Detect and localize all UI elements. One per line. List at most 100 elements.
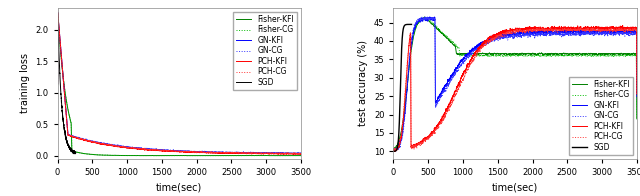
GN-KFI xyxy=(54,82,61,85)
Line: Fisher-CG: Fisher-CG xyxy=(58,16,301,156)
GN-CG xyxy=(218,151,226,153)
Fisher-CG xyxy=(486,54,494,57)
PCH-CG xyxy=(486,40,494,43)
Fisher-KFI xyxy=(172,154,179,157)
Fisher-CG xyxy=(54,15,62,17)
PCH-CG xyxy=(633,94,640,97)
Fisher-KFI xyxy=(481,53,489,55)
Fisher-KFI xyxy=(54,15,62,17)
GN-KFI xyxy=(54,11,61,14)
Fisher-CG xyxy=(150,154,158,157)
Fisher-CG xyxy=(453,46,461,48)
GN-KFI xyxy=(453,67,461,70)
PCH-CG xyxy=(54,11,61,13)
PCH-KFI xyxy=(54,11,61,14)
Fisher-KFI xyxy=(218,154,226,157)
GN-CG xyxy=(54,83,61,85)
PCH-CG xyxy=(146,148,154,151)
Line: SGD: SGD xyxy=(58,9,76,154)
PCH-CG xyxy=(554,28,562,30)
GN-CG xyxy=(486,40,494,42)
Fisher-CG xyxy=(54,83,61,86)
PCH-KFI xyxy=(619,24,627,27)
Line: PCH-CG: PCH-CG xyxy=(58,12,301,155)
Legend: Fisher-KFI, Fisher-CG, GN-KFI, GN-CG, PCH-KFI, PCH-CG, SGD: Fisher-KFI, Fisher-CG, GN-KFI, GN-CG, PC… xyxy=(569,77,633,155)
Fisher-KFI xyxy=(133,154,141,157)
PCH-KFI xyxy=(297,153,305,155)
Fisher-KFI xyxy=(150,154,158,157)
PCH-KFI xyxy=(554,27,562,29)
SGD xyxy=(67,148,74,150)
Fisher-KFI xyxy=(146,154,154,157)
GN-KFI xyxy=(554,31,562,33)
Line: Fisher-KFI: Fisher-KFI xyxy=(394,17,637,151)
PCH-KFI xyxy=(172,150,179,153)
Line: GN-KFI: GN-KFI xyxy=(394,17,637,151)
PCH-KFI xyxy=(54,83,61,85)
Line: PCH-CG: PCH-CG xyxy=(394,27,637,151)
GN-CG xyxy=(54,11,61,14)
Fisher-CG xyxy=(554,55,562,57)
Fisher-CG xyxy=(422,17,430,20)
PCH-CG xyxy=(67,135,74,137)
GN-CG xyxy=(403,98,410,101)
PCH-CG xyxy=(118,145,125,148)
Fisher-CG xyxy=(508,54,515,56)
Fisher-CG xyxy=(146,154,154,157)
Line: GN-CG: GN-CG xyxy=(58,13,301,154)
Line: PCH-KFI: PCH-KFI xyxy=(394,26,637,151)
GN-CG xyxy=(297,152,305,155)
GN-KFI xyxy=(390,150,397,152)
GN-KFI xyxy=(633,95,640,98)
Line: GN-KFI: GN-KFI xyxy=(58,12,301,154)
PCH-KFI xyxy=(453,86,461,88)
PCH-CG xyxy=(390,150,397,152)
Fisher-KFI xyxy=(118,154,125,157)
GN-CG xyxy=(172,150,179,152)
GN-CG xyxy=(453,69,461,72)
Line: SGD: SGD xyxy=(394,24,412,151)
PCH-KFI xyxy=(633,93,640,95)
PCH-KFI xyxy=(486,35,494,38)
GN-KFI xyxy=(481,41,489,43)
Fisher-CG xyxy=(67,119,74,122)
SGD xyxy=(403,23,410,26)
PCH-CG xyxy=(508,30,515,32)
PCH-CG xyxy=(54,82,61,85)
PCH-CG xyxy=(172,150,179,152)
Fisher-CG xyxy=(172,154,179,157)
Fisher-KFI xyxy=(297,154,305,157)
GN-CG xyxy=(481,41,489,43)
Fisher-CG xyxy=(132,154,140,157)
X-axis label: time(sec): time(sec) xyxy=(492,182,538,192)
Y-axis label: test accuracy (%): test accuracy (%) xyxy=(358,40,368,126)
GN-KFI xyxy=(426,16,434,18)
GN-KFI xyxy=(146,149,154,151)
Fisher-CG xyxy=(390,150,397,152)
GN-KFI xyxy=(297,153,305,156)
Fisher-KFI xyxy=(67,119,74,122)
PCH-CG xyxy=(453,91,461,93)
Fisher-CG xyxy=(403,96,410,98)
Fisher-CG xyxy=(481,54,489,57)
PCH-KFI xyxy=(390,150,397,152)
Fisher-CG xyxy=(297,154,305,157)
GN-KFI xyxy=(486,38,494,41)
PCH-CG xyxy=(150,149,158,151)
GN-KFI xyxy=(218,151,226,153)
Line: GN-CG: GN-CG xyxy=(394,17,637,151)
SGD xyxy=(54,8,61,11)
PCH-KFI xyxy=(218,152,226,154)
GN-KFI xyxy=(150,149,158,151)
Fisher-KFI xyxy=(633,117,640,120)
Fisher-CG xyxy=(633,118,640,121)
PCH-CG xyxy=(403,76,410,79)
PCH-CG xyxy=(297,153,305,156)
SGD xyxy=(390,150,397,152)
GN-KFI xyxy=(172,150,179,152)
GN-CG xyxy=(429,15,436,18)
Fisher-CG xyxy=(218,154,226,157)
Fisher-KFI xyxy=(508,53,515,55)
Fisher-KFI xyxy=(554,53,562,55)
PCH-KFI xyxy=(67,135,74,137)
